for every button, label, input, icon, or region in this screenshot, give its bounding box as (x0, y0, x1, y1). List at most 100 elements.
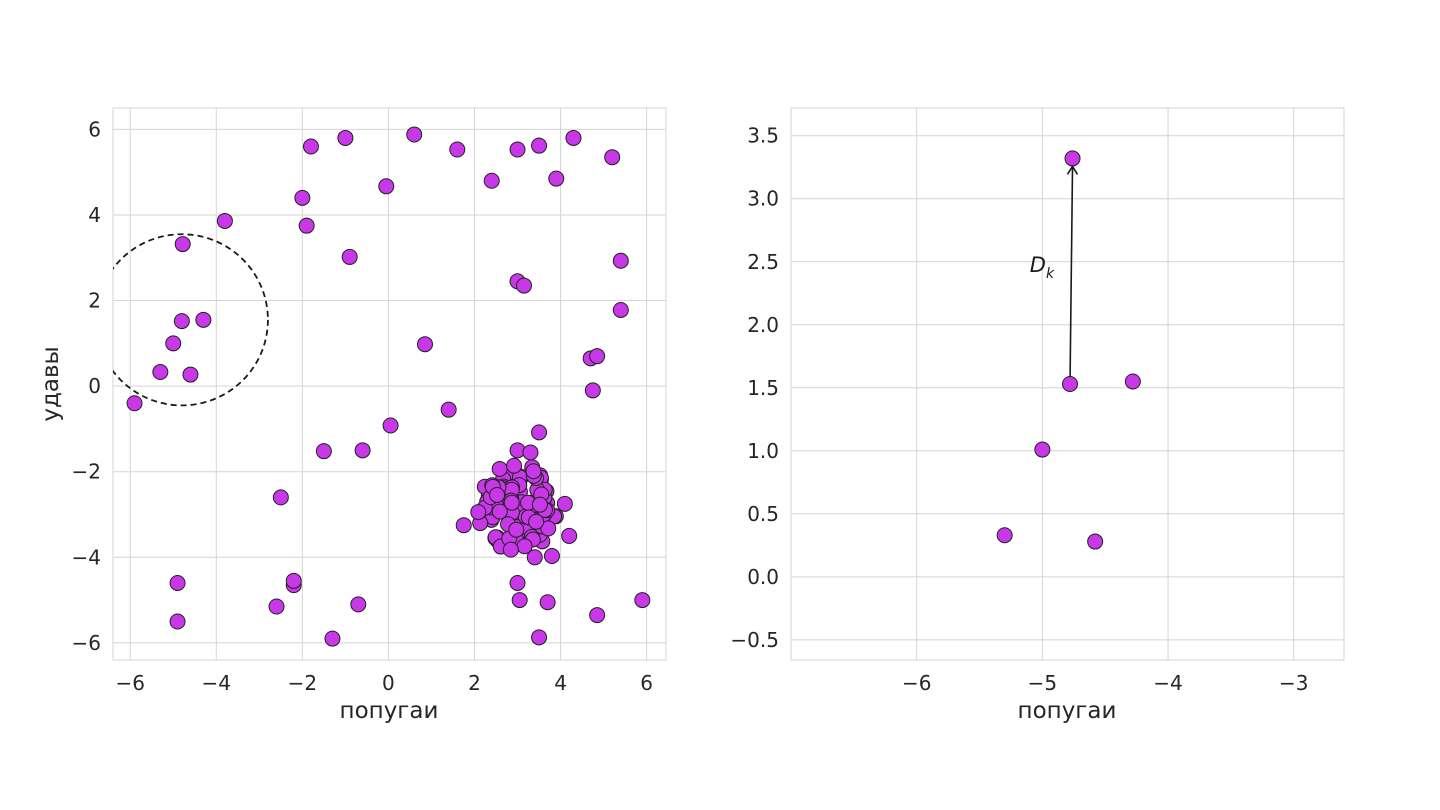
annotation-subscript: k (1046, 266, 1055, 282)
x-tick-label: −4 (1153, 671, 1182, 695)
data-point (173, 313, 190, 330)
data-point (1062, 376, 1079, 392)
x-tick-label: 6 (640, 671, 653, 695)
x-tick-label: −4 (202, 671, 231, 695)
data-point (531, 496, 548, 513)
data-point (354, 442, 371, 459)
left-x-ticks: −6 −4 −2 0 2 4 6 (115, 671, 653, 695)
data-point (561, 527, 578, 544)
y-tick-label: −0.5 (730, 628, 779, 652)
data-point (516, 538, 533, 555)
y-tick-label: 0 (88, 374, 101, 398)
y-tick-label: 0.5 (747, 502, 779, 526)
data-point (174, 236, 191, 253)
x-tick-label: −6 (115, 671, 144, 695)
data-point (1064, 150, 1081, 167)
annotation-main: D (1030, 253, 1046, 277)
dashed-circle (113, 233, 269, 407)
data-point (152, 364, 169, 381)
left-x-axis-label: попугаи (340, 698, 439, 724)
data-point (440, 401, 457, 418)
data-point (315, 443, 332, 460)
data-point (556, 495, 573, 512)
data-point (634, 592, 651, 609)
left-y-axis-label: удавы (38, 346, 64, 421)
data-point (996, 527, 1013, 544)
data-point (272, 489, 289, 506)
data-point (612, 252, 629, 269)
x-tick-label: 2 (468, 671, 481, 695)
y-tick-label: −2 (72, 460, 101, 484)
data-point (509, 574, 526, 591)
right-y-ticks: −0.5 0.0 0.5 1.0 1.5 2.0 2.5 3.0 3.5 (730, 124, 779, 652)
data-point (508, 521, 525, 538)
data-point (126, 395, 143, 412)
data-point (216, 212, 233, 229)
data-point (417, 336, 434, 353)
data-point (531, 629, 548, 646)
data-point (182, 366, 199, 383)
data-point (165, 335, 182, 352)
right-x-ticks: −6 −5 −4 −3 (902, 671, 1309, 695)
data-point (406, 126, 423, 143)
x-tick-label: −2 (288, 671, 317, 695)
data-point (378, 178, 395, 195)
data-point (612, 301, 629, 318)
data-point (531, 424, 548, 441)
data-point (337, 129, 354, 146)
right-annotation-arrow-layer (1066, 164, 1079, 385)
left-y-ticks: −6 −4 −2 0 2 4 6 (72, 117, 101, 654)
data-point (285, 572, 302, 589)
data-point (511, 592, 528, 609)
data-point (589, 348, 606, 365)
data-point (455, 517, 472, 534)
right-points (996, 150, 1141, 550)
data-point (350, 596, 367, 613)
data-point (169, 574, 186, 591)
data-point (1087, 533, 1104, 550)
annotation-arrow (1066, 164, 1079, 385)
data-point (483, 172, 500, 189)
y-tick-label: 3.0 (747, 187, 779, 211)
y-tick-label: 2 (88, 289, 101, 313)
data-point (503, 494, 520, 511)
data-point (489, 486, 506, 503)
x-tick-label: −5 (1028, 671, 1057, 695)
y-tick-label: 3.5 (747, 124, 779, 148)
data-point (531, 137, 548, 154)
data-point (195, 311, 212, 328)
data-point (341, 248, 358, 265)
y-tick-label: 2.0 (747, 313, 779, 337)
data-point (470, 504, 487, 521)
right-plot-frame (790, 107, 1345, 661)
left-points (126, 126, 651, 647)
y-tick-label: 1.5 (747, 376, 779, 400)
data-point (589, 607, 606, 624)
x-tick-label: 4 (554, 671, 567, 695)
data-point (382, 417, 399, 434)
data-point (302, 138, 319, 155)
annotation-label: Dk (1030, 253, 1055, 282)
data-point (1034, 441, 1051, 458)
data-point (298, 217, 315, 234)
x-tick-label: 0 (382, 671, 395, 695)
data-point (539, 594, 556, 611)
y-tick-label: −6 (72, 631, 101, 655)
y-tick-label: −4 (72, 545, 101, 569)
data-point (169, 613, 186, 630)
x-tick-label: −6 (902, 671, 931, 695)
x-tick-label: −3 (1279, 671, 1308, 695)
data-point (502, 541, 519, 558)
data-point (548, 170, 565, 187)
y-tick-label: 4 (88, 203, 101, 227)
y-tick-label: 6 (88, 117, 101, 141)
left-chart-panel: −6 −4 −2 0 2 4 6 −6 −4 −2 0 2 4 6 попугаи удавы (38, 107, 667, 724)
data-point (528, 513, 545, 530)
data-point (324, 630, 341, 647)
data-point (526, 549, 543, 566)
data-point (565, 129, 582, 146)
data-point (540, 520, 557, 537)
y-tick-label: 2.5 (747, 250, 779, 274)
left-grid (113, 108, 666, 660)
data-point (525, 463, 542, 480)
